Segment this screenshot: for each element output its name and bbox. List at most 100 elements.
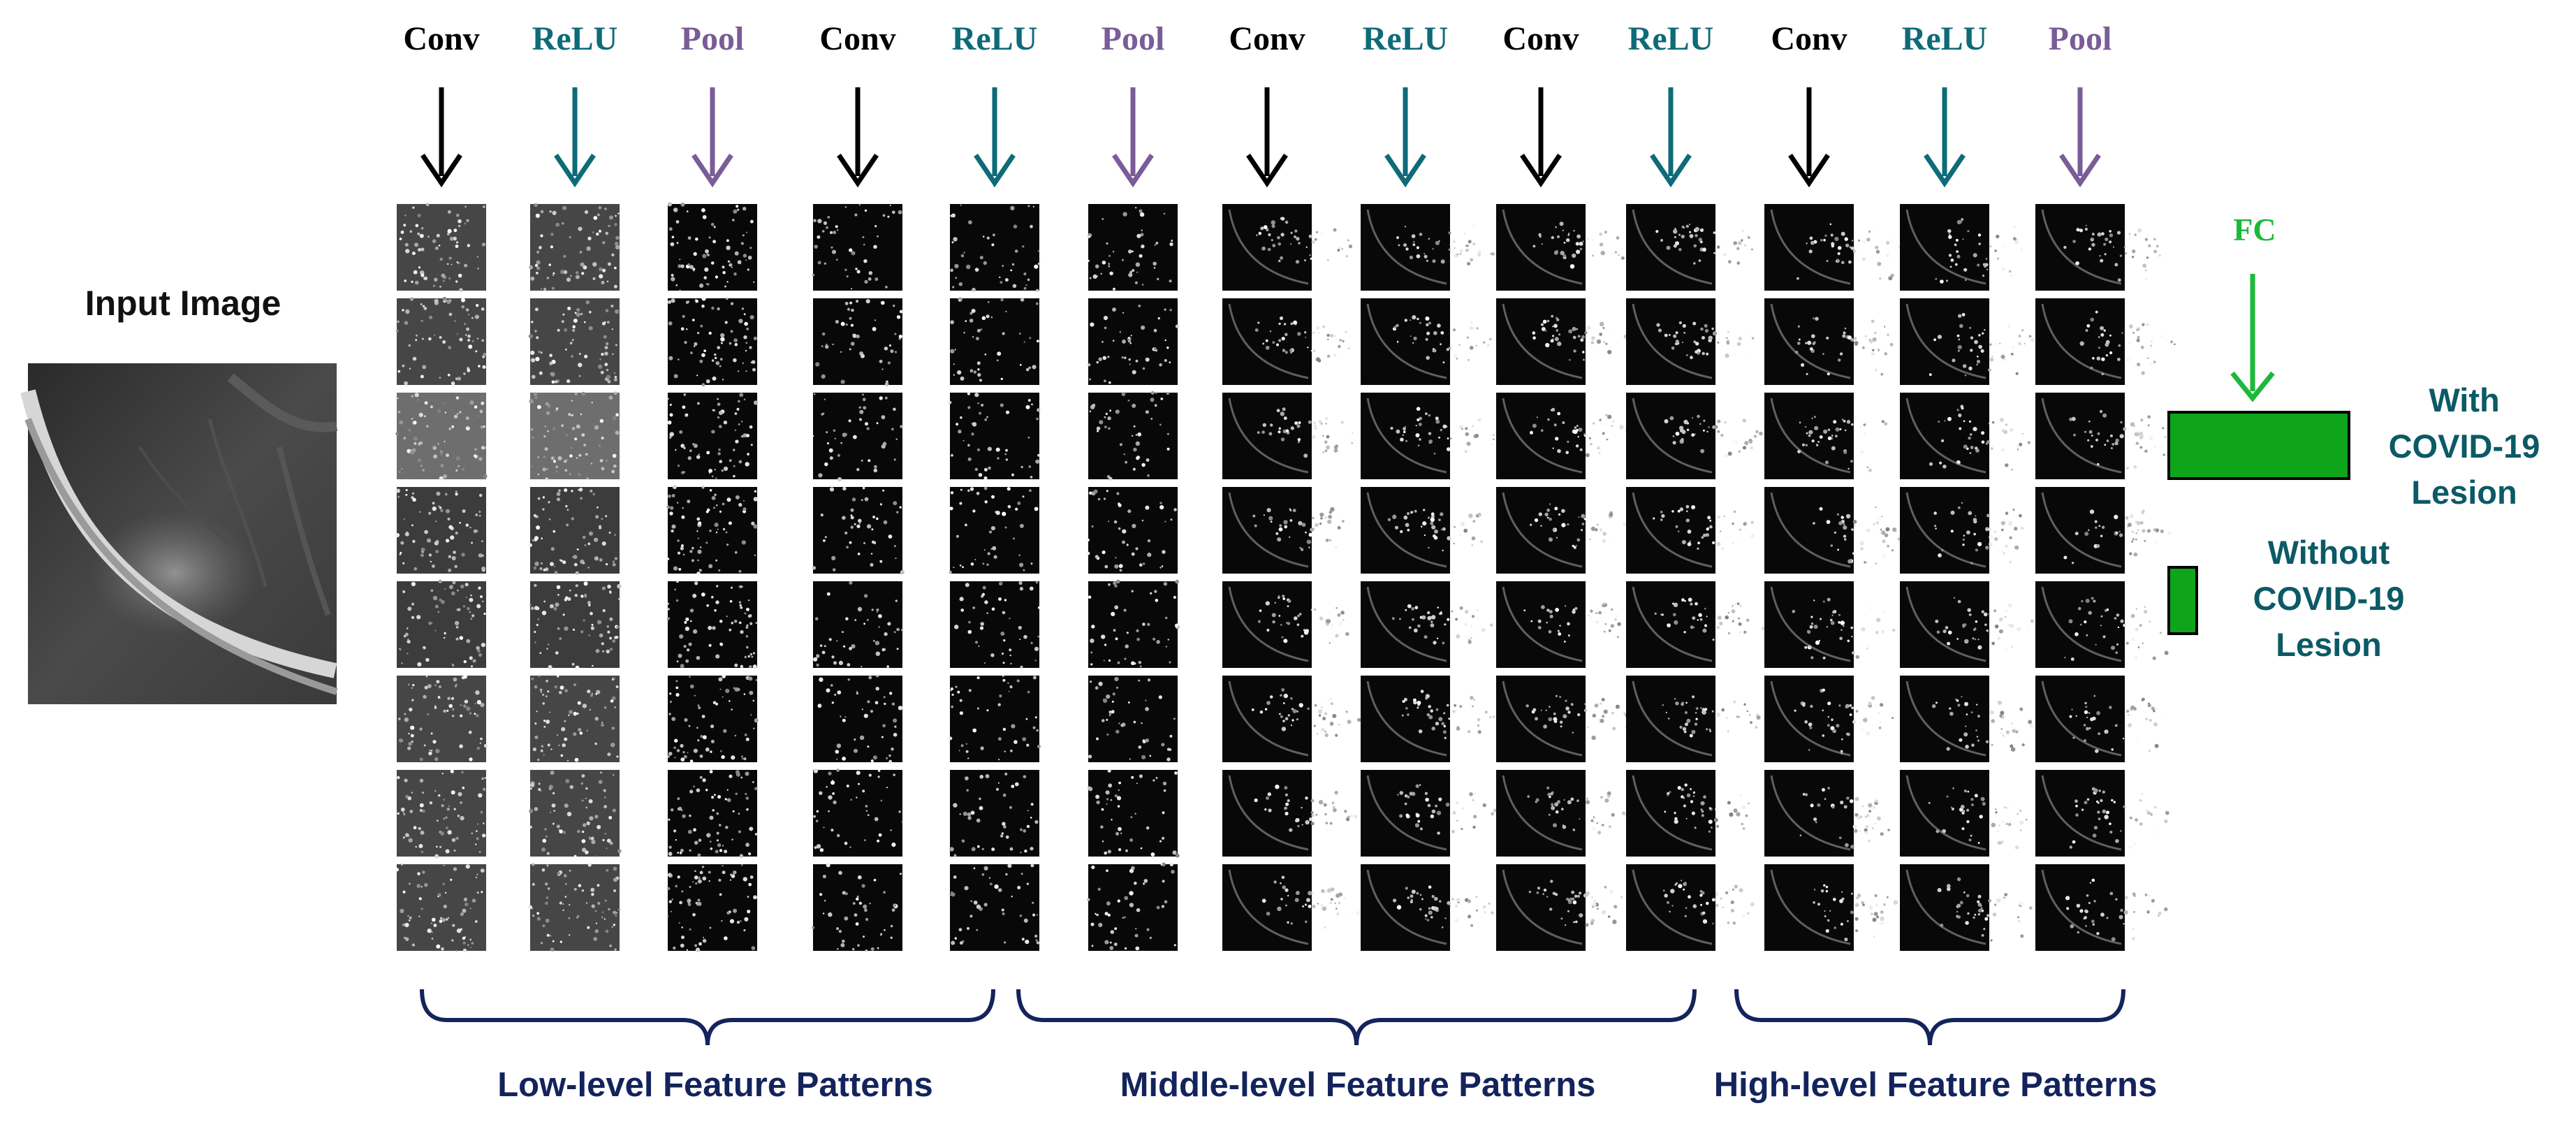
fc-arrow [2230, 274, 2275, 402]
layer-label-conv: Conv [1771, 20, 1847, 57]
with-line-2: COVID-19 [2388, 428, 2540, 465]
feature-map-tile [666, 580, 758, 669]
feature-map-tile [1361, 676, 1501, 762]
feature-map-tile [1361, 864, 1494, 951]
feature-map-tile [1900, 487, 2038, 574]
down-arrow-icon [1246, 87, 1288, 188]
down-arrow-icon [420, 87, 462, 188]
feature-map-tile [949, 675, 1041, 762]
feature-map-tile [395, 393, 488, 481]
feature-map-tile [1087, 862, 1178, 951]
down-arrow-icon [1924, 87, 1966, 188]
with-line-3: Lesion [2411, 474, 2517, 511]
feature-map-tile [2035, 581, 2169, 668]
feature-map-tile [1222, 770, 1358, 857]
feature-map-tile [813, 298, 903, 386]
down-arrow-icon [554, 87, 596, 188]
feature-map-tile [1626, 770, 1750, 857]
down-arrow-icon [1520, 87, 1562, 188]
feature-map-tile [2035, 298, 2176, 385]
feature-map-tile [667, 296, 757, 387]
feature-map-tile [530, 675, 620, 762]
feature-map-tile [666, 864, 757, 952]
feature-map-tile [1496, 204, 1632, 291]
layer-label-relu: ReLU [532, 20, 618, 57]
layer-label-relu: ReLU [1901, 20, 1988, 57]
feature-map-tile [1626, 204, 1753, 291]
feature-map-tile [666, 485, 759, 576]
feature-map-tile [1496, 864, 1623, 951]
feature-map-tile [2035, 864, 2168, 951]
feature-map-tile [1361, 581, 1493, 668]
with-covid-bar [2167, 411, 2350, 480]
layer-label-relu: ReLU [1627, 20, 1714, 57]
feature-map-tile [950, 581, 1041, 669]
without-line-3: Lesion [2276, 626, 2382, 663]
feature-map-tile [1496, 393, 1630, 479]
feature-map-tile [1361, 393, 1495, 479]
feature-map-tile [1626, 581, 1765, 668]
feature-map-grid [395, 202, 2176, 952]
feature-map-tile [1087, 769, 1180, 858]
feature-map-tile [1764, 676, 1894, 762]
feature-map-tile [397, 674, 488, 762]
feature-map-tile [529, 770, 622, 858]
feature-map-tile [1496, 676, 1630, 762]
feature-map-tile [2035, 770, 2169, 857]
feature-map-tile [1088, 391, 1178, 481]
without-line-2: COVID-19 [2253, 580, 2405, 617]
feature-map-tile [1361, 770, 1497, 857]
feature-map-tile [1900, 676, 2033, 762]
feature-map-tile [1088, 579, 1180, 668]
feature-map-tile [1496, 581, 1621, 668]
feature-map-tile [949, 770, 1039, 857]
feature-map-tile [1764, 770, 1891, 857]
layer-label-pool: Pool [1101, 20, 1165, 57]
feature-map-tile [1496, 770, 1634, 857]
feature-map-tile [2035, 393, 2167, 479]
feature-map-tile [528, 298, 620, 385]
feature-map-tile [1496, 487, 1626, 574]
feature-map-tile [813, 581, 903, 668]
feature-map-tile [1222, 581, 1349, 668]
down-arrow-icon [1650, 87, 1692, 188]
feature-map-tile [1764, 581, 1900, 668]
feature-map-tile [1496, 298, 1636, 385]
feature-map-tile [395, 296, 487, 386]
feature-map-tile [1900, 581, 2034, 668]
feature-map-tile [1087, 204, 1178, 291]
down-arrow-icon [691, 87, 733, 188]
layer-label-pool: Pool [2048, 20, 2112, 57]
feature-map-tile [1900, 204, 2026, 291]
feature-map-tile [529, 581, 622, 670]
feature-map-tile [1900, 864, 2038, 951]
feature-map-tile [529, 203, 620, 291]
layer-arrows [420, 87, 2101, 188]
down-arrow-icon [1384, 87, 1426, 188]
feature-map-tile [667, 674, 759, 763]
feature-map-tile [2035, 487, 2172, 574]
down-arrow-icon [1788, 87, 1830, 188]
group-brace [1016, 989, 1697, 1046]
with-line-1: With [2429, 381, 2500, 418]
feature-map-tile [1764, 864, 1898, 951]
feature-map-tile [1222, 487, 1345, 574]
layer-label-relu: ReLU [951, 20, 1038, 57]
layer-label-conv: Conv [1502, 20, 1579, 57]
feature-map-tile [1222, 393, 1356, 479]
feature-map-tile [529, 391, 620, 481]
feature-map-tile [812, 486, 905, 575]
feature-map-tile [1626, 487, 1755, 574]
feature-map-tile [949, 486, 1039, 574]
feature-map-tile [1900, 770, 2028, 857]
feature-map-tile [1626, 393, 1763, 479]
feature-map-tile [397, 579, 486, 668]
feature-map-tile [812, 863, 902, 952]
feature-map-tile [397, 203, 486, 292]
feature-map-tile [2035, 676, 2166, 762]
layer-label-conv: Conv [819, 20, 896, 57]
layer-label-relu: ReLU [1362, 20, 1449, 57]
feature-map-tile [1626, 864, 1755, 951]
feature-map-tile [950, 204, 1041, 292]
